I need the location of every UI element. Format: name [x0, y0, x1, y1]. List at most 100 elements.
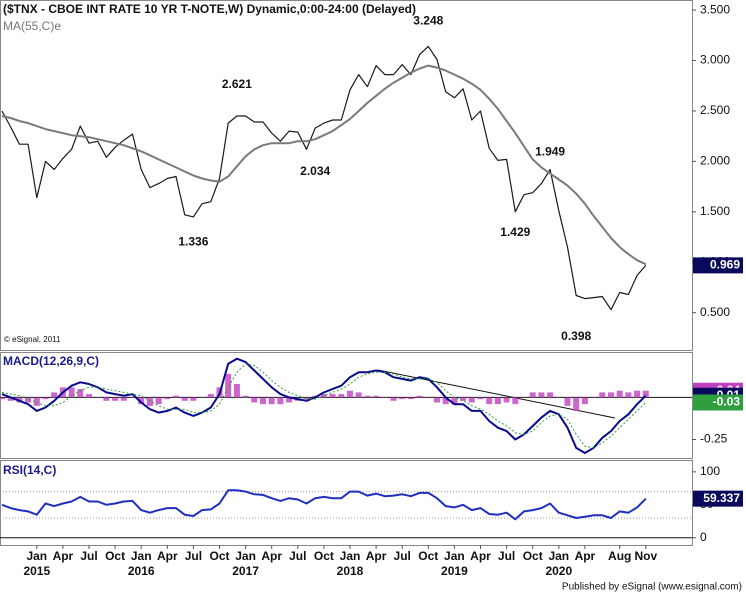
histogram-bar [286, 397, 293, 403]
series-line [1, 45, 647, 311]
histogram-bar [329, 394, 336, 398]
histogram-bar [33, 397, 40, 406]
x-tick-label: Jan [444, 549, 465, 563]
x-tick-label: Jan [26, 549, 47, 563]
histogram-bar [338, 394, 345, 398]
histogram-bar [399, 397, 406, 400]
histogram-bar [573, 397, 580, 411]
footer: Published by eSignal (www.esignal.com) [562, 582, 742, 593]
histogram-bar [599, 392, 606, 398]
histogram-bar [164, 397, 171, 400]
y-tick-label: 2.500 [700, 103, 730, 117]
histogram-bar [260, 397, 266, 405]
histogram-bar [251, 397, 258, 403]
histogram-bar [190, 397, 197, 401]
histogram-bar [547, 392, 554, 398]
histogram-bar [581, 397, 588, 405]
histogram-bar [477, 397, 484, 400]
histogram-bar [103, 397, 110, 401]
x-tick-label: Apr [53, 549, 74, 563]
last-value-label: -0.03 [713, 395, 741, 409]
histogram-bar [521, 397, 527, 398]
x-tick-label: Apr [575, 549, 596, 563]
histogram-bar [51, 392, 58, 398]
x-tick-label: Oct [523, 549, 543, 563]
series-line [1, 357, 647, 454]
histogram-bar [347, 390, 353, 398]
histogram-bar [494, 397, 501, 405]
y-tick-label: 0 [700, 530, 707, 544]
histogram-bar [86, 394, 92, 398]
annotation: 2.034 [300, 164, 330, 178]
ma-label: MA(55,C)e [3, 19, 61, 33]
y-tick-label: 3.000 [700, 53, 730, 67]
year-label: 2018 [337, 564, 364, 578]
histogram-bar [277, 397, 284, 405]
annotation: 1.949 [535, 145, 565, 159]
histogram-bar [616, 390, 623, 398]
x-tick-label: Jul [498, 549, 515, 563]
x-tick-label: Oct [314, 549, 334, 563]
annotation: 1.336 [178, 235, 208, 249]
histogram-bar [181, 397, 188, 401]
histogram-bar [112, 397, 119, 401]
histogram-bar [442, 397, 449, 405]
histogram-bar [268, 397, 275, 405]
year-label: 2016 [128, 564, 155, 578]
histogram-bar [233, 383, 240, 398]
histogram-bar [94, 397, 101, 398]
histogram-bar [625, 392, 632, 398]
credit: © eSignal, 2011 [4, 335, 61, 344]
x-tick-label: Jul [394, 549, 411, 563]
histogram-bar [225, 373, 232, 398]
histogram-bar [512, 397, 519, 405]
histogram-bar [242, 395, 249, 398]
last-value-label: 0.969 [710, 258, 740, 272]
histogram-bar [120, 397, 127, 401]
histogram-bar [42, 397, 49, 400]
histogram-bar [373, 395, 380, 398]
histogram-bar [173, 395, 179, 398]
x-tick-label: Jul [185, 549, 202, 563]
histogram-bar [529, 392, 536, 398]
chart-title: ($TNX - CBOE INT RATE 10 YR T-NOTE,W) Dy… [3, 2, 416, 16]
x-tick-label: Apr [366, 549, 387, 563]
year-label: 2020 [545, 564, 572, 578]
histogram-bar [146, 397, 153, 406]
histogram-bar [320, 394, 327, 398]
histogram-bar [538, 392, 545, 398]
x-tick-label: Jul [80, 549, 97, 563]
x-tick-label: Oct [209, 549, 229, 563]
year-label: 2015 [23, 564, 50, 578]
annotation: 2.621 [222, 77, 252, 91]
histogram-bar [129, 397, 136, 398]
x-tick-label: Jan [340, 549, 361, 563]
annotation: 1.429 [500, 225, 530, 239]
x-tick-label: Apr [261, 549, 282, 563]
histogram-bar [642, 390, 649, 398]
last-value-label: 59.337 [703, 491, 740, 505]
y-tick-label: 3.500 [700, 2, 730, 16]
x-tick-label: Jan [235, 549, 256, 563]
histogram-bar [68, 387, 75, 398]
x-tick-label: Apr [470, 549, 491, 563]
histogram-bar [486, 397, 493, 405]
histogram-bar [590, 397, 597, 398]
histogram-bar [0, 397, 5, 400]
histogram-bar [608, 392, 614, 398]
y-tick-label: 2.000 [700, 154, 730, 168]
annotation: 3.248 [413, 14, 443, 28]
histogram-bar [564, 397, 571, 406]
last-value-box [693, 257, 743, 274]
histogram-bar [77, 389, 84, 398]
histogram-bar [634, 390, 641, 398]
histogram-bar [355, 392, 362, 398]
histogram-bar [381, 397, 388, 398]
x-tick-label: Apr [157, 549, 178, 563]
histogram-bar [460, 397, 467, 401]
last-value-box [693, 394, 743, 411]
series-line [1, 64, 647, 266]
macd-panel [0, 352, 693, 459]
y-tick-label: -0.25 [700, 432, 728, 446]
